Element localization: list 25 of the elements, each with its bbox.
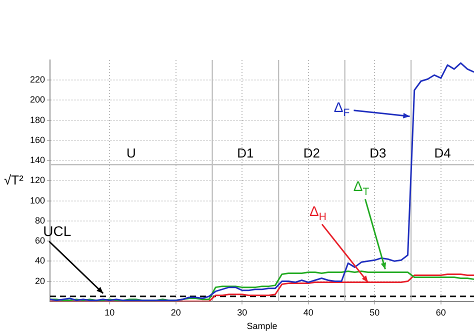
y-axis-title: √T² — [4, 172, 24, 188]
annotation: D3 — [370, 146, 386, 161]
x-axis-title: Sample — [246, 321, 278, 332]
annotation: D4 — [434, 146, 451, 161]
y-tick-label: 160 — [30, 134, 46, 145]
ref-line-label: UCL — [43, 223, 72, 240]
x-tick-label: 30 — [237, 307, 248, 318]
y-tick-label: 120 — [30, 175, 46, 186]
y-tick-label: 80 — [35, 215, 46, 226]
annotation: U — [126, 146, 136, 161]
x-tick-label: 10 — [104, 307, 115, 318]
y-tick-label: 220 — [30, 74, 46, 85]
x-tick-label: 40 — [303, 307, 314, 318]
y-tick-label: 200 — [30, 94, 46, 105]
y-tick-label: 40 — [35, 256, 46, 266]
y-tick-label: 60 — [35, 236, 46, 246]
y-tick-label: 180 — [30, 114, 46, 125]
y-tick-label: 20 — [35, 276, 46, 286]
y-tick-label: 100 — [30, 195, 46, 206]
x-tick-label: 20 — [170, 307, 181, 318]
y-tick-label: 140 — [30, 155, 46, 166]
annotation: D1 — [237, 146, 254, 161]
x-tick-label: 50 — [370, 307, 380, 318]
annotation: D2 — [303, 146, 320, 161]
x-tick-label: 60 — [436, 307, 446, 318]
